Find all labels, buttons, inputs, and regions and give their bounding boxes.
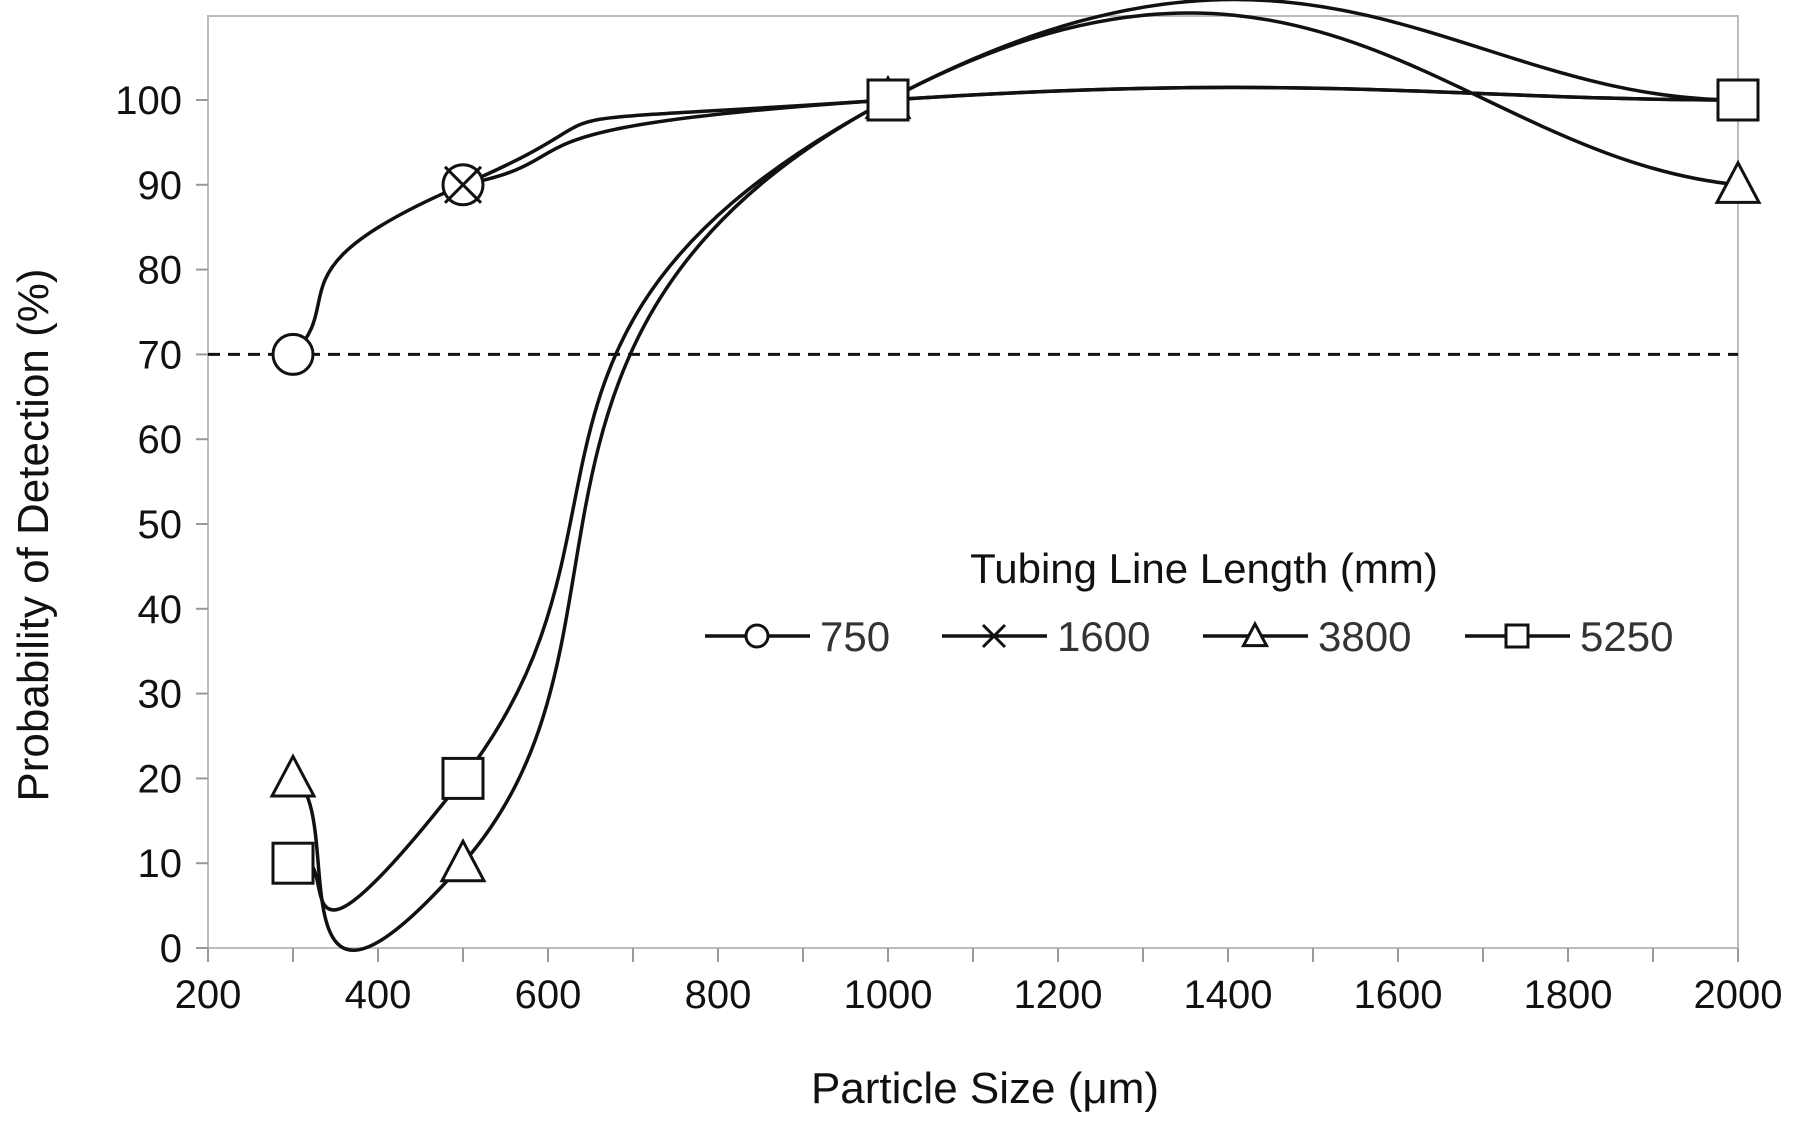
data-point-5250 <box>441 756 485 800</box>
y-tick-label: 90 <box>138 164 183 208</box>
series-layer <box>269 0 1762 952</box>
y-tick-label: 10 <box>138 842 183 886</box>
data-point-3800 <box>269 753 317 798</box>
x-axis-title: Particle Size (μm) <box>811 1064 1159 1113</box>
y-tick-label: 70 <box>138 333 183 377</box>
legend-marker <box>744 623 770 649</box>
y-tick-label: 80 <box>138 249 183 293</box>
series-line-1600 <box>462 85 1739 187</box>
series-line-750 <box>291 85 1739 356</box>
data-point-5250 <box>1716 78 1760 122</box>
x-tick-label: 600 <box>515 973 582 1017</box>
x-tick-label: 1800 <box>1524 973 1613 1017</box>
y-tick-label: 30 <box>138 673 183 717</box>
data-point-1600 <box>443 165 483 204</box>
legend-label: 750 <box>820 613 890 660</box>
data-point-750 <box>271 332 315 376</box>
legend-marker <box>1504 623 1530 649</box>
y-tick-label: 0 <box>160 927 182 971</box>
x-tick-label: 400 <box>345 973 412 1017</box>
x-tick-label: 1200 <box>1014 973 1103 1017</box>
legend: Tubing Line Length (mm) 750 1600 3800 5250 <box>705 545 1673 660</box>
x-tick-label: 800 <box>685 973 752 1017</box>
legend-label: 3800 <box>1318 613 1411 660</box>
legend-entry-750: 750 <box>705 613 890 660</box>
y-axis-ticks: 0 10 20 30 40 50 60 70 80 90 100 <box>115 79 208 971</box>
legend-entry-5250: 5250 <box>1465 613 1673 660</box>
x-tick-label: 1000 <box>844 973 933 1017</box>
x-tick-label: 1400 <box>1184 973 1273 1017</box>
legend-entry-1600: 1600 <box>942 613 1150 660</box>
data-point-5250 <box>866 78 910 122</box>
data-point-3800 <box>1714 159 1762 204</box>
legend-label: 1600 <box>1057 613 1150 660</box>
series-line-5250 <box>292 0 1739 912</box>
legend-title: Tubing Line Length (mm) <box>970 545 1438 592</box>
legend-entry-3800: 3800 <box>1203 613 1411 660</box>
x-tick-label: 2000 <box>1694 973 1783 1017</box>
legend-label: 5250 <box>1580 613 1673 660</box>
x-tick-label: 200 <box>175 973 242 1017</box>
y-axis-title: Probability of Detection (%) <box>9 268 58 801</box>
y-tick-label: 20 <box>138 757 183 801</box>
data-point-5250 <box>271 841 315 885</box>
x-axis-ticks: 200 400 600 800 1000 1200 1400 1600 1800 2000 <box>175 948 1783 1017</box>
legend-marker <box>981 623 1007 649</box>
data-point-3800 <box>439 837 487 883</box>
y-tick-label: 50 <box>138 503 183 547</box>
y-tick-label: 40 <box>138 588 183 632</box>
legend-marker <box>1240 620 1270 648</box>
x-tick-label: 1600 <box>1354 973 1443 1017</box>
y-tick-label: 100 <box>115 79 182 123</box>
y-tick-label: 60 <box>138 418 183 462</box>
series-line-3800 <box>292 11 1739 952</box>
